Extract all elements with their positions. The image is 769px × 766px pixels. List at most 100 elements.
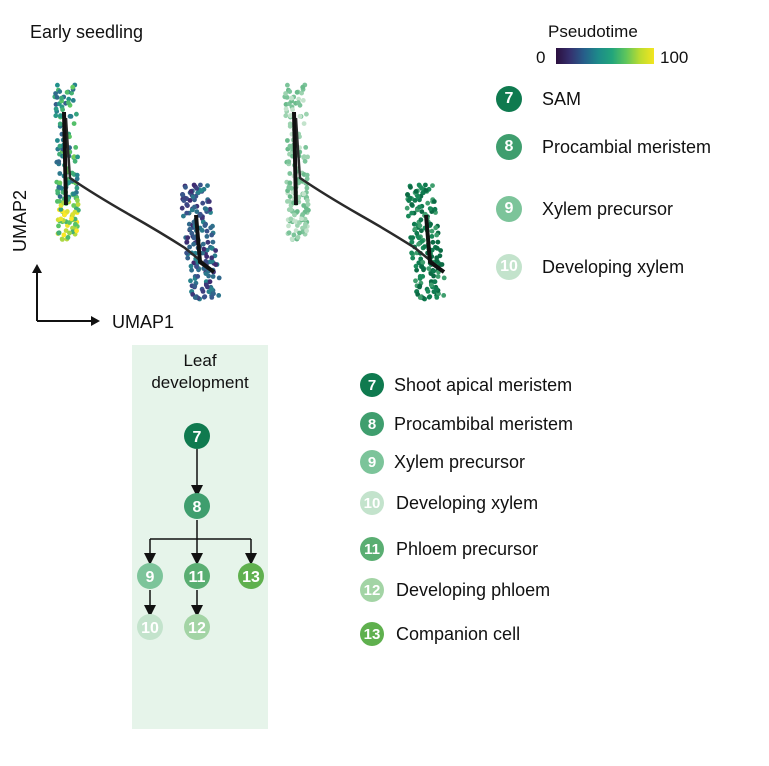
scatter-point — [409, 210, 415, 216]
scatter-point — [190, 194, 196, 200]
scatter-point — [305, 198, 310, 203]
scatter-point — [53, 91, 58, 96]
scatter-point — [416, 235, 422, 241]
scatter-point — [200, 241, 206, 247]
scatter-point — [286, 159, 292, 165]
scatter-point — [57, 89, 63, 94]
legend-bottom-item-8: 8 Procambibal meristem — [360, 412, 573, 436]
scatter-point — [72, 216, 78, 222]
scatter-point — [56, 230, 62, 236]
scatter-point — [414, 267, 419, 273]
scatter-point — [75, 198, 80, 203]
scatter-point — [417, 295, 423, 300]
scatter-point — [59, 236, 65, 242]
scatter-point — [294, 89, 300, 95]
scatter-point — [287, 171, 293, 176]
scatter-point — [438, 262, 444, 267]
umap-celltype-plot — [282, 82, 447, 302]
cluster-badge-13: 13 — [360, 622, 384, 646]
scatter-point — [432, 279, 438, 285]
scatter-point — [53, 113, 59, 119]
scatter-point — [301, 203, 307, 208]
cluster-badge-10: 10 — [496, 254, 522, 280]
scatter-point — [294, 209, 300, 214]
scatter-point — [414, 230, 420, 236]
legend-top-item-7: 7 SAM — [496, 86, 581, 112]
scatter-point — [297, 113, 303, 119]
scatter-point — [200, 200, 206, 206]
scatter-point — [417, 283, 423, 289]
scatter-point — [179, 205, 185, 211]
tree-node-8: 8 — [184, 493, 210, 519]
scatter-point — [187, 226, 193, 232]
scatter-point — [289, 236, 295, 242]
scatter-point — [290, 107, 295, 113]
scatter-point — [209, 295, 215, 300]
scatter-point — [57, 194, 63, 200]
scatter-point — [184, 210, 190, 216]
umap2-label: UMAP2 — [10, 189, 30, 252]
scatter-point — [60, 107, 65, 113]
umap2-arrowhead — [32, 264, 42, 273]
scatter-point — [286, 230, 292, 236]
trajectory-line-right — [294, 117, 443, 271]
scatter-point — [420, 274, 426, 279]
scatter-point — [192, 283, 198, 289]
scatter-point — [301, 191, 307, 197]
scatter-point — [71, 191, 77, 197]
umap1-arrowhead — [91, 316, 100, 326]
legend-bottom-item-11: 11 Phloem precursor — [360, 537, 538, 561]
scatter-point — [209, 245, 215, 251]
scatter-point — [59, 95, 64, 101]
svg-text:7: 7 — [193, 429, 202, 446]
scatter-point — [305, 154, 310, 160]
scatter-point — [288, 216, 294, 222]
scatter-point — [56, 159, 62, 165]
scatter-point — [300, 212, 306, 217]
legend-bottom-item-9: 9 Xylem precursor — [360, 450, 525, 474]
legend-label: Developing xylem — [396, 492, 539, 513]
cluster-badge-8: 8 — [360, 412, 384, 436]
tree-node-10: 10 — [137, 614, 163, 640]
scatter-point — [75, 154, 80, 160]
legend-label: Shoot apical meristem — [394, 374, 573, 395]
scatter-point — [286, 185, 292, 190]
scatter-point — [190, 292, 196, 297]
pseudotime-min: 0 — [536, 48, 546, 67]
scatter-point — [191, 235, 197, 241]
scatter-point — [297, 230, 302, 236]
scatter-point — [415, 194, 421, 200]
scatter-point — [55, 82, 60, 88]
scatter-point — [57, 180, 63, 186]
scatter-point — [198, 188, 204, 193]
pseudotime-label: Pseudotime — [548, 22, 638, 41]
tree-node-7: 7 — [184, 423, 210, 449]
scatter-point — [431, 268, 437, 274]
leaf-development-panel — [132, 345, 268, 729]
scatter-point — [301, 121, 307, 126]
cluster-badge-9: 9 — [496, 196, 522, 222]
scatter-point — [203, 221, 209, 227]
scatter-point — [181, 213, 186, 219]
scatter-point — [72, 158, 78, 164]
scatter-point — [66, 96, 72, 102]
scatter-point — [428, 279, 434, 284]
scatter-point — [303, 221, 308, 227]
scatter-point — [301, 154, 307, 160]
umap-pseudotime-plot — [52, 82, 222, 302]
cluster-badge-9: 9 — [360, 450, 384, 474]
scatter-point — [304, 185, 310, 191]
scatter-point — [412, 198, 418, 203]
scatter-point — [300, 84, 306, 90]
scatter-point — [304, 111, 309, 117]
scatter-point — [291, 232, 297, 238]
scatter-point — [188, 278, 193, 284]
scatter-point — [74, 176, 80, 182]
trajectory-line-right-stem — [292, 111, 298, 206]
scatter-point — [192, 295, 198, 300]
scatter-point — [210, 274, 216, 279]
scatter-point — [410, 235, 416, 241]
scatter-point — [202, 206, 208, 212]
scatter-point — [404, 205, 410, 211]
legend-label: Xylem precursor — [394, 451, 526, 472]
